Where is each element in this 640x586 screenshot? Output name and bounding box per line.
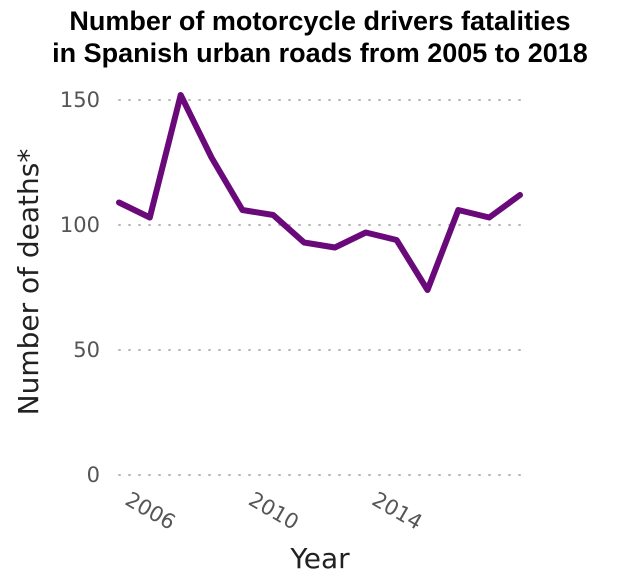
y-tick-label-0: 0 bbox=[87, 463, 100, 487]
x-tick-label-2014: 2014 bbox=[368, 487, 426, 535]
y-tick-label-50: 50 bbox=[73, 338, 100, 362]
y-axis-ticks: 0 50 100 150 bbox=[60, 88, 100, 487]
gridlines bbox=[118, 99, 521, 476]
y-axis-label: Number of deaths* bbox=[12, 149, 45, 416]
series-line-0 bbox=[116, 92, 523, 293]
plot-area bbox=[116, 92, 523, 293]
y-tick-label-100: 100 bbox=[60, 213, 100, 237]
x-tick-label-2010: 2010 bbox=[245, 487, 303, 535]
x-axis-ticks: 2006 2010 2014 bbox=[121, 487, 426, 535]
x-axis-label: Year bbox=[289, 542, 350, 575]
chart-title-line-2: in Spanish urban roads from 2005 to 2018 bbox=[52, 38, 588, 68]
x-tick-label-2006: 2006 bbox=[121, 487, 179, 535]
y-tick-label-150: 150 bbox=[60, 88, 100, 112]
chart-title-line-1: Number of motorcycle drivers fatalities bbox=[69, 6, 570, 36]
